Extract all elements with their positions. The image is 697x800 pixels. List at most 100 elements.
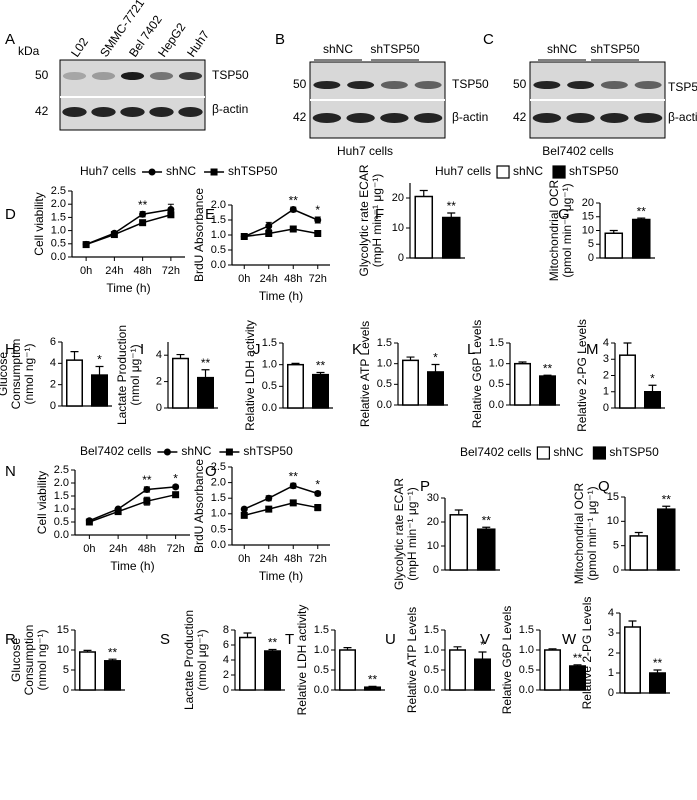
point <box>265 505 273 513</box>
series-line <box>89 493 176 523</box>
legend-marker <box>225 448 233 456</box>
x-tick-label: 24h <box>260 273 278 285</box>
legend-label: shTSP50 <box>228 164 278 178</box>
point <box>139 210 147 218</box>
panel-letter: O <box>205 463 217 480</box>
significance: ** <box>637 204 647 218</box>
significance: ** <box>316 359 326 373</box>
bar <box>66 359 83 407</box>
x-tick-label: 48h <box>284 553 302 565</box>
y-axis-label: Mitochondrial OCR <box>572 482 586 584</box>
x-tick-label: 48h <box>138 543 156 555</box>
x-tick-label: 72h <box>309 273 327 285</box>
error-bar <box>268 648 277 651</box>
bar <box>619 354 636 409</box>
x-tick-label: 48h <box>133 265 151 277</box>
point <box>110 231 118 239</box>
point <box>172 483 180 491</box>
error-bar <box>70 351 79 361</box>
y-tick-label: 0.0 <box>314 684 329 696</box>
significance: * <box>315 203 320 217</box>
y-tick-label: 0.0 <box>519 684 534 696</box>
marker-size: 42 <box>513 110 527 124</box>
y-tick-label: 1 <box>608 667 614 679</box>
bar <box>631 218 651 259</box>
protein-label: β-actin <box>668 110 697 124</box>
blot-band <box>634 81 662 89</box>
legend-marker <box>210 168 218 176</box>
y-tick-label: 5 <box>588 238 594 250</box>
error-bar <box>243 632 252 638</box>
y-tick-label: 1.5 <box>211 214 226 226</box>
point <box>314 490 322 498</box>
bar <box>91 374 108 407</box>
panel-letter: G <box>558 206 570 223</box>
y-tick-label: 2.5 <box>54 464 69 476</box>
y-tick-label: 15 <box>57 624 69 636</box>
point <box>240 511 248 519</box>
y-axis-label: (nmol ng⁻¹) <box>22 343 36 404</box>
point <box>172 491 180 499</box>
y-tick-label: 4 <box>156 349 162 361</box>
y-tick-label: 0 <box>223 684 229 696</box>
legend-title: Bel7402 cells <box>80 444 151 458</box>
point <box>289 499 297 507</box>
y-axis-label: Consumption <box>9 339 23 410</box>
error-bar <box>453 646 462 650</box>
legend-title: Huh7 cells <box>435 164 491 178</box>
y-axis-label: Relative G6P Levels <box>500 606 514 715</box>
blot-band <box>532 113 562 123</box>
y-tick-label: 0.0 <box>489 399 504 411</box>
y-tick-label: 3 <box>603 353 609 365</box>
x-tick-label: 24h <box>109 543 127 555</box>
blot-band <box>91 72 116 80</box>
series-line <box>85 208 171 246</box>
y-axis-label: Glycolytic rate ECAR <box>392 478 406 590</box>
y-tick-label: 2 <box>50 379 56 391</box>
y-axis-label: Relative 2-PG Levels <box>580 597 594 710</box>
blot-band <box>91 107 116 117</box>
error-bar <box>454 509 463 515</box>
bar <box>79 651 96 691</box>
point <box>314 504 322 512</box>
error-bar <box>634 531 643 536</box>
point <box>265 494 273 502</box>
y-tick-label: 0.5 <box>424 664 439 676</box>
blot-band <box>380 81 408 89</box>
panel-letter: M <box>586 341 599 358</box>
y-axis-label: Relative ATP Levels <box>358 321 372 427</box>
x-tick-label: 72h <box>166 543 184 555</box>
y-tick-label: 5 <box>613 540 619 552</box>
bar <box>476 528 496 571</box>
panel-letter: F <box>375 206 384 223</box>
series-line <box>85 214 172 246</box>
x-axis-label: Time (h) <box>259 289 303 303</box>
y-tick-label: 2.5 <box>211 461 226 473</box>
point <box>143 497 151 505</box>
y-axis-label: Mitochondrial OCR <box>547 179 561 281</box>
marker-size: 42 <box>293 110 307 124</box>
x-tick-label: 72h <box>162 265 180 277</box>
point <box>240 505 248 513</box>
series-line <box>244 228 318 238</box>
error-bar <box>406 356 415 361</box>
point <box>265 230 273 237</box>
significance: ** <box>482 513 492 527</box>
legend-marker <box>148 168 156 176</box>
bar <box>364 686 381 691</box>
y-axis-label: Glycolytic rate ECAR <box>357 164 371 276</box>
y-axis-label: (nmol ng⁻¹) <box>35 629 49 690</box>
blot-band <box>600 113 629 123</box>
marker-size: 50 <box>513 77 527 91</box>
y-tick-label: 1.0 <box>262 359 277 371</box>
y-axis-label: Relative LDH activity <box>295 605 309 716</box>
point <box>240 233 248 240</box>
panel-letter: U <box>385 631 396 648</box>
y-axis-label: Glucose <box>0 352 10 396</box>
bar <box>514 362 531 406</box>
legend-swatch <box>552 165 566 179</box>
error-bar <box>108 658 117 661</box>
error-bar <box>482 526 491 530</box>
bar <box>656 508 676 571</box>
